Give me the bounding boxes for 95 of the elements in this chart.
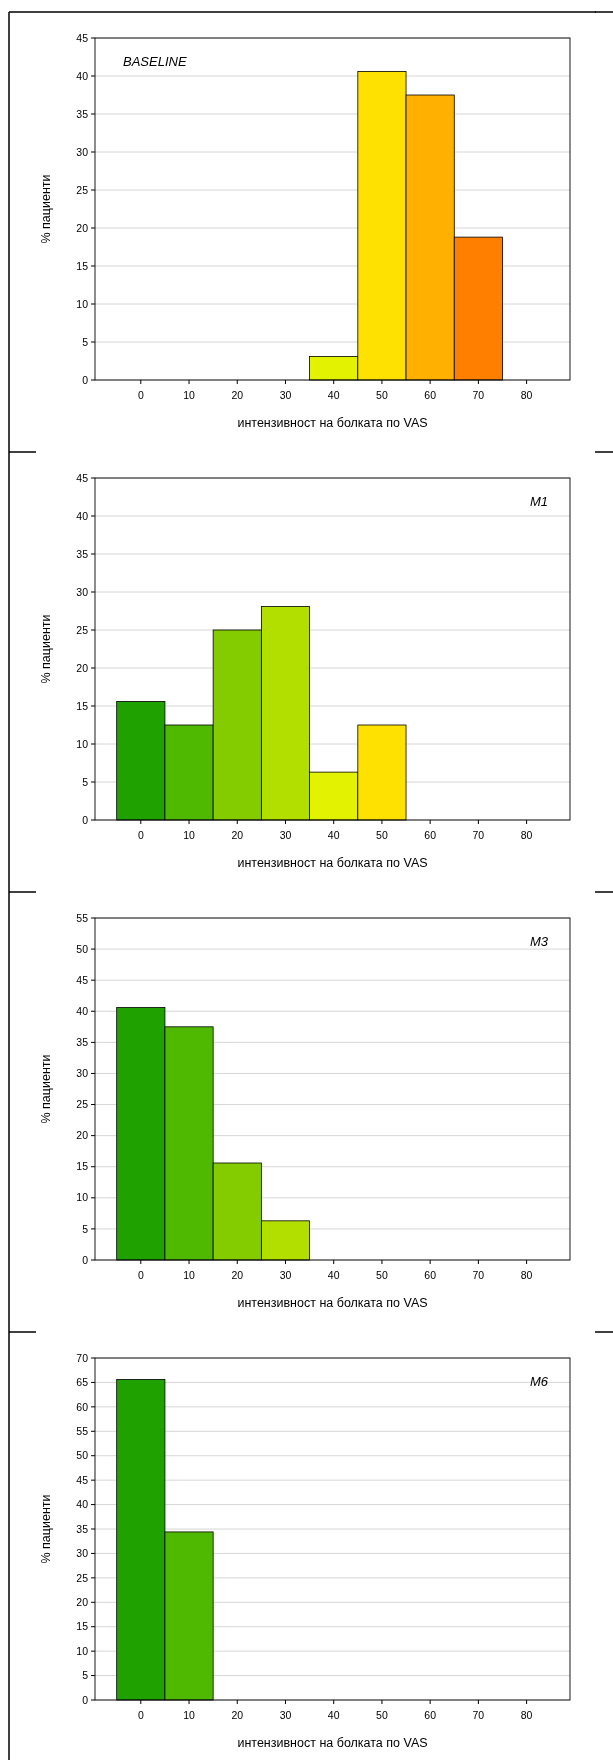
y-tick-label: 50 — [76, 1449, 89, 1462]
x-tick-label: 60 — [424, 1709, 437, 1721]
x-tick-label: 20 — [231, 1709, 244, 1721]
y-tick-label: 5 — [82, 775, 89, 788]
x-tick-label: 0 — [137, 1269, 144, 1281]
x-tick-label: 20 — [231, 1269, 244, 1281]
x-axis-title: интензивност на болката по VAS — [237, 856, 428, 870]
y-tick-label: 65 — [76, 1376, 89, 1389]
x-tick-label: 80 — [520, 829, 533, 841]
x-axis-title: интензивност на болката по VAS — [237, 1736, 428, 1750]
y-tick-label: 25 — [76, 1571, 89, 1584]
y-tick-label: 35 — [76, 547, 89, 560]
x-tick-label: 10 — [183, 829, 196, 841]
x-tick-label: 10 — [183, 389, 196, 401]
x-tick-label: 10 — [183, 1269, 196, 1281]
y-tick-label: 0 — [82, 813, 89, 826]
y-tick-label: 30 — [76, 1547, 89, 1560]
y-tick-label: 45 — [76, 1473, 89, 1486]
y-axis-title: % пациенти — [39, 1494, 53, 1564]
y-tick-label: 0 — [82, 1693, 89, 1706]
x-tick-label: 0 — [137, 829, 144, 841]
y-axis-title: % пациенти — [39, 1054, 53, 1124]
x-tick-label: 50 — [376, 389, 388, 401]
x-tick-label: 60 — [424, 829, 437, 841]
x-tick-label: 80 — [520, 1269, 533, 1281]
y-tick-label: 15 — [76, 259, 89, 272]
y-tick-label: 35 — [76, 1522, 89, 1535]
x-tick-label: 30 — [279, 829, 292, 841]
text: M6 — [529, 1374, 549, 1389]
text: BASELINE — [123, 54, 187, 69]
x-tick-label: 70 — [472, 1709, 485, 1721]
x-tick-label: 70 — [472, 829, 485, 841]
y-axis-title: % пациенти — [39, 174, 53, 244]
x-tick-label: 30 — [279, 1269, 292, 1281]
y-tick-label: 55 — [76, 911, 89, 924]
y-tick-label: 60 — [76, 1400, 89, 1413]
y-tick-label: 25 — [76, 623, 89, 636]
y-tick-label: 10 — [76, 1191, 89, 1204]
x-tick-label: 0 — [137, 1709, 144, 1721]
x-tick-label: 80 — [520, 1709, 533, 1721]
x-tick-label: 30 — [279, 389, 292, 401]
x-tick-label: 0 — [137, 389, 144, 401]
y-tick-label: 40 — [76, 509, 89, 522]
y-tick-label: 70 — [76, 1351, 89, 1364]
x-tick-label: 40 — [327, 1709, 340, 1721]
y-tick-label: 40 — [76, 69, 89, 82]
x-axis-title: интензивност на болката по VAS — [237, 1296, 428, 1310]
y-tick-label: 5 — [82, 1222, 89, 1235]
x-tick-label: 50 — [376, 1269, 388, 1281]
x-tick-label: 70 — [472, 389, 485, 401]
y-tick-label: 40 — [76, 1004, 89, 1017]
y-tick-label: 10 — [76, 297, 89, 310]
x-tick-label: 20 — [231, 389, 244, 401]
x-tick-label: 40 — [327, 389, 340, 401]
y-tick-label: 45 — [76, 31, 89, 44]
y-tick-label: 15 — [76, 1620, 89, 1633]
x-tick-label: 10 — [183, 1709, 196, 1721]
y-tick-label: 15 — [76, 1160, 89, 1173]
x-tick-label: 40 — [327, 829, 340, 841]
y-tick-label: 25 — [76, 1098, 89, 1111]
x-tick-label: 70 — [472, 1269, 485, 1281]
y-tick-label: 0 — [82, 373, 89, 386]
x-tick-label: 50 — [376, 829, 388, 841]
y-tick-label: 10 — [76, 737, 89, 750]
y-tick-label: 20 — [76, 1129, 89, 1142]
y-tick-label: 45 — [76, 471, 89, 484]
y-tick-label: 30 — [76, 585, 89, 598]
x-tick-label: 60 — [424, 389, 437, 401]
y-tick-label: 5 — [82, 1669, 89, 1682]
text: M3 — [529, 934, 549, 949]
x-tick-label: 30 — [279, 1709, 292, 1721]
y-tick-label: 15 — [76, 699, 89, 712]
y-tick-label: 30 — [76, 1067, 89, 1080]
y-tick-label: 30 — [76, 145, 89, 158]
y-axis-title: % пациенти — [39, 614, 53, 684]
x-tick-label: 80 — [520, 389, 533, 401]
y-tick-label: 20 — [76, 661, 89, 674]
x-tick-label: 20 — [231, 829, 244, 841]
y-tick-label: 35 — [76, 1036, 89, 1049]
y-tick-label: 50 — [76, 942, 89, 955]
y-tick-label: 25 — [76, 183, 89, 196]
y-tick-label: 40 — [76, 1498, 89, 1511]
text: M1 — [529, 494, 548, 509]
x-axis-title: интензивност на болката по VAS — [237, 416, 428, 430]
y-tick-label: 10 — [76, 1644, 89, 1657]
x-tick-label: 50 — [376, 1709, 388, 1721]
y-tick-label: 0 — [82, 1253, 89, 1266]
x-tick-label: 60 — [424, 1269, 437, 1281]
x-tick-label: 40 — [327, 1269, 340, 1281]
y-tick-label: 20 — [76, 221, 89, 234]
y-tick-label: 20 — [76, 1595, 89, 1608]
y-tick-label: 55 — [76, 1424, 89, 1437]
y-tick-label: 35 — [76, 107, 89, 120]
y-tick-label: 5 — [82, 335, 89, 348]
y-tick-label: 45 — [76, 973, 89, 986]
